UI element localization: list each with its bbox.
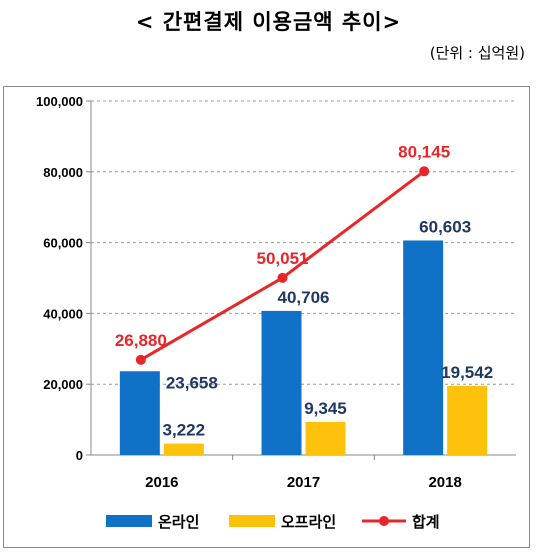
data-label-offline: 19,542 (441, 363, 493, 382)
legend-label-online: 온라인 (158, 513, 199, 531)
y-tick-label: 20,000 (43, 377, 83, 392)
chart-title: < 간편결제 이용금액 추이> (135, 10, 402, 34)
data-labels: 23,658 3,222 40,706 9,345 60,603 19,542 26,880… (115, 142, 493, 439)
bar-online (403, 240, 444, 455)
total-line (135, 166, 430, 365)
data-label-offline: 9,345 (304, 399, 347, 418)
bar-offline (305, 421, 346, 455)
total-point (419, 166, 430, 177)
x-tick-label: 2016 (145, 474, 178, 491)
x-tick-label: 2017 (287, 474, 320, 491)
data-label-offline: 3,222 (163, 421, 206, 440)
total-point (135, 354, 146, 365)
legend-label-offline: 오프라인 (281, 513, 336, 531)
chart-frame (3, 86, 530, 548)
y-tick-label: 60,000 (43, 236, 83, 251)
legend: 온라인 오프라인 합계 (106, 513, 440, 531)
y-tick-label: 80,000 (43, 165, 83, 180)
unit-label: (단위 : 십억원) (429, 44, 525, 62)
bar-online (119, 371, 160, 455)
data-label-total: 26,880 (115, 331, 167, 350)
bar-online (261, 310, 302, 455)
data-label-total: 50,051 (257, 249, 309, 268)
y-tick-label: 0 (76, 448, 83, 463)
bars (119, 240, 488, 455)
legend-swatch-online (106, 515, 152, 527)
y-axis: 0 20,000 40,000 60,000 80,000 100,000 (36, 94, 92, 463)
data-label-total: 80,145 (398, 142, 450, 161)
legend-label-total: 합계 (412, 513, 440, 531)
y-tick-label: 100,000 (36, 94, 83, 109)
legend-swatch-offline (229, 515, 275, 527)
y-tick-label: 40,000 (43, 306, 83, 321)
legend-marker-total (379, 516, 389, 526)
bar-offline (163, 443, 204, 455)
data-label-online: 60,603 (419, 217, 471, 236)
x-axis: 2016 2017 2018 (91, 454, 516, 491)
grid-lines (91, 100, 516, 385)
x-tick-label: 2018 (428, 474, 461, 491)
total-point (277, 272, 288, 283)
data-label-online: 40,706 (278, 288, 330, 307)
bar-offline (447, 385, 488, 455)
data-label-online: 23,658 (166, 373, 218, 392)
